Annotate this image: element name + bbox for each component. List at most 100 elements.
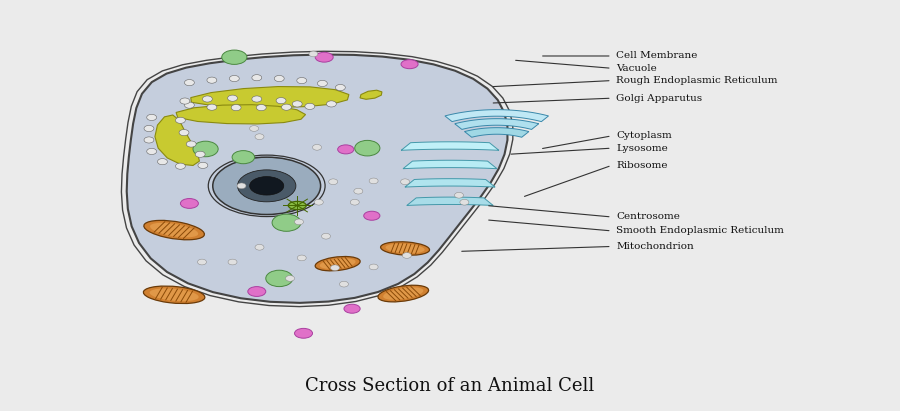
Text: Lysosome: Lysosome [616, 144, 668, 152]
Text: Mitochondrion: Mitochondrion [616, 242, 694, 251]
Ellipse shape [315, 52, 333, 62]
Ellipse shape [344, 304, 360, 313]
Ellipse shape [255, 245, 264, 250]
Polygon shape [127, 55, 508, 303]
Ellipse shape [288, 201, 306, 210]
Ellipse shape [158, 159, 167, 165]
Text: Vacuole: Vacuole [616, 64, 657, 73]
Polygon shape [407, 197, 493, 206]
Ellipse shape [149, 289, 199, 301]
Ellipse shape [339, 281, 348, 287]
Ellipse shape [328, 179, 338, 185]
Ellipse shape [207, 104, 217, 110]
Ellipse shape [294, 219, 303, 225]
Text: Rough Endoplasmic Reticulum: Rough Endoplasmic Reticulum [616, 76, 778, 85]
Ellipse shape [179, 129, 189, 136]
Ellipse shape [321, 233, 330, 239]
Text: Centrosome: Centrosome [616, 212, 680, 222]
Ellipse shape [297, 255, 306, 261]
Ellipse shape [350, 199, 359, 205]
Ellipse shape [230, 76, 239, 82]
Ellipse shape [252, 75, 262, 81]
Ellipse shape [249, 177, 284, 195]
Ellipse shape [272, 214, 301, 231]
Ellipse shape [294, 328, 312, 338]
Ellipse shape [312, 145, 321, 150]
Ellipse shape [285, 275, 294, 281]
Polygon shape [191, 87, 349, 108]
Text: Cross Section of an Animal Cell: Cross Section of an Animal Cell [305, 377, 595, 395]
Ellipse shape [401, 60, 419, 69]
Ellipse shape [364, 211, 380, 220]
Ellipse shape [176, 117, 185, 123]
Ellipse shape [327, 101, 337, 107]
Ellipse shape [305, 103, 315, 109]
Ellipse shape [402, 253, 411, 259]
Ellipse shape [237, 183, 246, 189]
Polygon shape [403, 160, 497, 169]
Ellipse shape [248, 286, 266, 296]
Polygon shape [360, 90, 382, 99]
Ellipse shape [309, 51, 318, 57]
Ellipse shape [274, 76, 284, 82]
Ellipse shape [255, 134, 264, 140]
Ellipse shape [338, 145, 354, 154]
Ellipse shape [180, 98, 190, 104]
Ellipse shape [264, 183, 273, 189]
Text: Golgi Apparutus: Golgi Apparutus [616, 94, 702, 103]
Ellipse shape [193, 141, 218, 157]
Ellipse shape [231, 104, 241, 111]
Ellipse shape [256, 104, 266, 111]
Polygon shape [401, 142, 499, 150]
Ellipse shape [320, 259, 356, 269]
Ellipse shape [252, 96, 262, 102]
Ellipse shape [147, 148, 157, 155]
Ellipse shape [292, 101, 302, 107]
Ellipse shape [276, 97, 286, 104]
Ellipse shape [176, 163, 185, 169]
Ellipse shape [282, 104, 292, 110]
Ellipse shape [197, 259, 206, 265]
Ellipse shape [383, 287, 423, 300]
Ellipse shape [212, 157, 320, 215]
Ellipse shape [238, 170, 296, 202]
Ellipse shape [186, 141, 196, 147]
Ellipse shape [144, 220, 204, 240]
Polygon shape [464, 128, 529, 137]
Ellipse shape [318, 81, 328, 86]
Polygon shape [445, 110, 548, 122]
Polygon shape [155, 115, 200, 166]
Ellipse shape [144, 125, 154, 132]
Polygon shape [454, 119, 539, 129]
Ellipse shape [202, 96, 212, 102]
Ellipse shape [184, 102, 194, 108]
Ellipse shape [354, 188, 363, 194]
Ellipse shape [378, 285, 428, 302]
Polygon shape [176, 105, 305, 124]
Polygon shape [405, 179, 495, 187]
Ellipse shape [400, 179, 410, 185]
Ellipse shape [369, 264, 378, 270]
Ellipse shape [232, 150, 255, 164]
Ellipse shape [184, 80, 194, 85]
Ellipse shape [221, 50, 247, 65]
Ellipse shape [315, 256, 360, 271]
Text: Cell Membrane: Cell Membrane [616, 51, 698, 60]
Ellipse shape [314, 199, 323, 205]
Text: Ribosome: Ribosome [616, 161, 668, 170]
Ellipse shape [198, 162, 208, 169]
Ellipse shape [369, 178, 378, 184]
Ellipse shape [297, 78, 307, 84]
Ellipse shape [460, 199, 469, 205]
Ellipse shape [207, 77, 217, 83]
Text: Cytoplasm: Cytoplasm [616, 132, 672, 141]
Ellipse shape [355, 141, 380, 156]
Ellipse shape [180, 199, 198, 208]
Ellipse shape [195, 151, 205, 157]
Text: Smooth Endoplasmic Reticulum: Smooth Endoplasmic Reticulum [616, 226, 784, 236]
Ellipse shape [336, 84, 346, 90]
Ellipse shape [228, 259, 237, 265]
Ellipse shape [228, 95, 238, 101]
Ellipse shape [266, 270, 292, 286]
Ellipse shape [381, 242, 429, 255]
